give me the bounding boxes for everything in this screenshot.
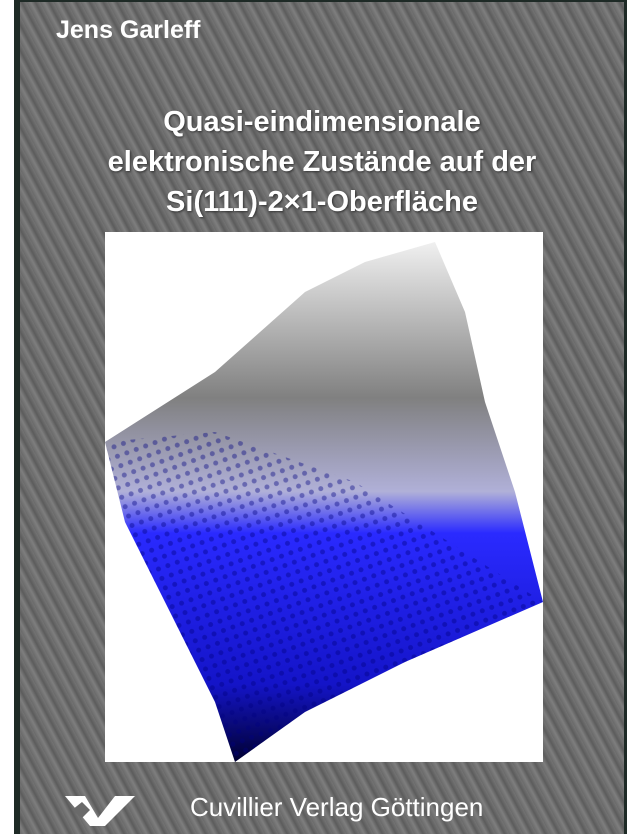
title: Quasi-eindimensionale elektronische Zust… xyxy=(20,102,624,222)
author: Jens Garleff xyxy=(56,16,201,45)
title-line: Quasi-eindimensionale xyxy=(20,102,624,142)
publisher: Cuvillier Verlag Göttingen xyxy=(190,792,483,823)
book-cover: Jens Garleff Quasi-eindimensionale elekt… xyxy=(20,2,624,834)
publisher-logo xyxy=(60,788,140,828)
surface-figure xyxy=(105,232,543,762)
title-line: Si(111)-2×1-Oberfläche xyxy=(20,182,624,222)
page: Jens Garleff Quasi-eindimensionale elekt… xyxy=(0,0,641,834)
title-line: elektronische Zustände auf der xyxy=(20,142,624,182)
